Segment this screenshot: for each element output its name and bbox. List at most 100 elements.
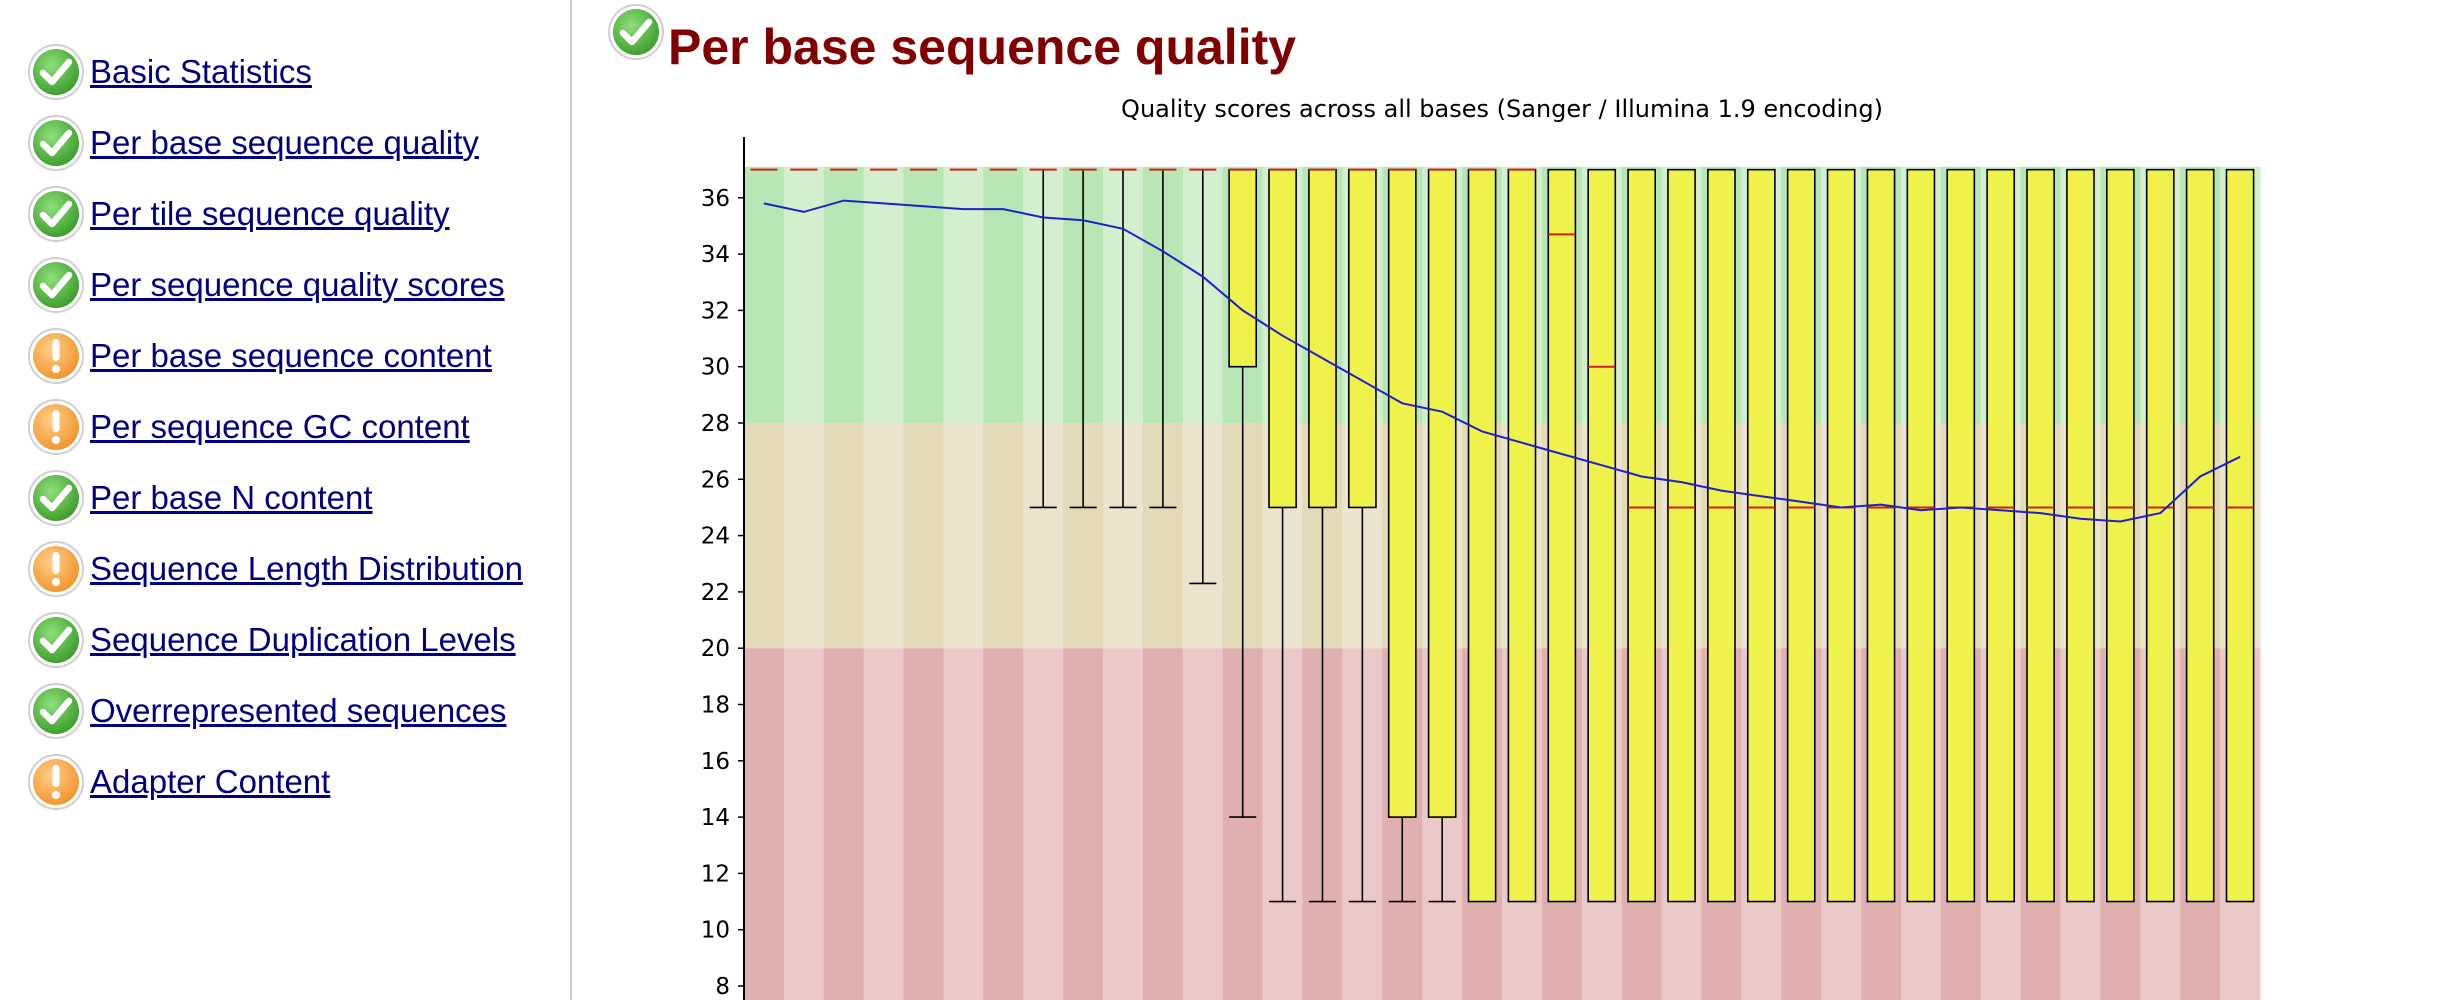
iqr-box xyxy=(1667,168,1696,903)
quality-zone-band xyxy=(903,166,944,423)
iqr-box xyxy=(1587,168,1617,903)
box-position xyxy=(1707,168,1736,903)
module-title: Per base sequence quality xyxy=(668,19,1297,75)
quality-zone-band xyxy=(1142,648,1184,1000)
sidebar-link[interactable]: Per base N content xyxy=(90,478,373,516)
exclamation-icon xyxy=(28,398,84,455)
sidebar-item[interactable]: Sequence Length Distribution xyxy=(26,533,523,604)
box-position xyxy=(1268,168,1297,903)
iqr-box xyxy=(1986,168,2016,903)
y-tick-label: 20 xyxy=(701,636,730,662)
iqr-box xyxy=(2106,168,2135,903)
iqr-box xyxy=(2225,168,2255,903)
box-position xyxy=(1746,168,1776,903)
box-position xyxy=(1986,168,2016,903)
sidebar-item[interactable]: Per base N content xyxy=(26,462,523,533)
quality-zone-band xyxy=(783,423,825,649)
iqr-box xyxy=(1946,168,1976,903)
y-tick-label: 28 xyxy=(701,411,730,437)
y-tick-label: 8 xyxy=(715,974,730,1000)
iqr-box xyxy=(1387,168,1417,818)
box-position xyxy=(1826,168,1856,903)
y-tick-label: 24 xyxy=(701,524,730,550)
check-icon xyxy=(28,43,84,100)
quality-zone-band xyxy=(1182,648,1224,1000)
box-position xyxy=(2026,168,2055,903)
sidebar-link[interactable]: Per sequence quality scores xyxy=(90,265,505,303)
sidebar-link[interactable]: Per base sequence content xyxy=(90,336,492,374)
sidebar-link[interactable]: Basic Statistics xyxy=(90,52,312,90)
quality-chart: Quality scores across all bases (Sanger … xyxy=(701,95,2261,1000)
iqr-box xyxy=(1746,168,1776,903)
box-position xyxy=(2185,168,2215,903)
sidebar-item[interactable]: Per base sequence quality xyxy=(26,107,523,178)
quality-zone-band xyxy=(903,648,944,1000)
module-nav-list: Basic Statistics Per base sequence qualit… xyxy=(26,36,523,817)
box-position xyxy=(1786,168,1816,903)
iqr-box xyxy=(1826,168,1856,903)
sidebar-link[interactable]: Sequence Length Distribution xyxy=(90,549,523,587)
iqr-box xyxy=(1348,168,1377,509)
iqr-box xyxy=(1268,168,1297,509)
box-position xyxy=(1387,168,1417,903)
y-tick-label: 18 xyxy=(701,693,730,719)
box-position xyxy=(1029,168,1057,509)
quality-zone-band xyxy=(744,423,785,649)
box-position xyxy=(1946,168,1976,903)
sidebar-link[interactable]: Adapter Content xyxy=(90,762,331,800)
box-position xyxy=(1308,168,1337,903)
check-icon xyxy=(28,256,84,313)
iqr-box xyxy=(2145,168,2175,903)
sidebar-item[interactable]: Adapter Content xyxy=(26,746,523,817)
sidebar-link[interactable]: Sequence Duplication Levels xyxy=(90,620,516,658)
sidebar-item[interactable]: Per base sequence content xyxy=(26,320,523,391)
box-position xyxy=(2145,168,2175,903)
sidebar-link[interactable]: Per tile sequence quality xyxy=(90,194,450,232)
iqr-box xyxy=(1228,168,1258,368)
sidebar-item[interactable]: Per sequence quality scores xyxy=(26,249,523,320)
quality-zone-band xyxy=(823,648,865,1000)
iqr-box xyxy=(1707,168,1736,903)
sidebar-item[interactable]: Per tile sequence quality xyxy=(26,178,523,249)
y-tick-label: 26 xyxy=(701,467,730,493)
y-tick-label: 12 xyxy=(701,861,730,887)
main-report: Quality scores across all bases (Sanger … xyxy=(572,0,2446,1000)
iqr-box xyxy=(1866,168,1896,903)
sidebar-item[interactable]: Per sequence GC content xyxy=(26,391,523,462)
iqr-box xyxy=(1547,168,1577,903)
exclamation-icon xyxy=(28,540,84,597)
box-position xyxy=(1069,168,1097,509)
quality-zone-band xyxy=(863,423,905,649)
y-tick-label: 34 xyxy=(701,242,730,268)
quality-zone-band xyxy=(863,166,905,423)
y-tick-label: 32 xyxy=(701,298,730,324)
box-position xyxy=(1109,168,1137,509)
iqr-box xyxy=(1786,168,1816,903)
quality-zone-band xyxy=(943,423,984,649)
sidebar-link[interactable]: Per sequence GC content xyxy=(90,407,470,445)
sidebar-item[interactable]: Basic Statistics xyxy=(26,36,523,107)
quality-zone-band xyxy=(823,166,865,423)
iqr-box xyxy=(2185,168,2215,903)
y-tick-label: 22 xyxy=(701,580,730,606)
check-icon xyxy=(28,469,84,526)
sidebar-link[interactable]: Overrepresented sequences xyxy=(90,691,507,729)
y-tick-label: 30 xyxy=(701,355,730,381)
quality-zone-band xyxy=(943,648,984,1000)
box-position xyxy=(1547,168,1577,903)
sidebar-item[interactable]: Overrepresented sequences xyxy=(26,675,523,746)
chart-title: Quality scores across all bases (Sanger … xyxy=(1121,95,1883,123)
box-position xyxy=(2225,168,2255,903)
check-icon xyxy=(28,682,84,739)
quality-zone-band xyxy=(1023,648,1064,1000)
quality-zone-band xyxy=(823,423,865,649)
module-header: Per base sequence quality xyxy=(606,0,1296,76)
sidebar: Basic Statistics Per base sequence qualit… xyxy=(0,0,572,1000)
quality-zone-band xyxy=(943,166,984,423)
sidebar-item[interactable]: Sequence Duplication Levels xyxy=(26,604,523,675)
iqr-box xyxy=(1906,168,1936,903)
sidebar-link[interactable]: Per base sequence quality xyxy=(90,123,479,161)
y-tick-label: 36 xyxy=(701,186,730,212)
check-icon xyxy=(28,611,84,668)
y-tick-label: 10 xyxy=(701,918,730,944)
